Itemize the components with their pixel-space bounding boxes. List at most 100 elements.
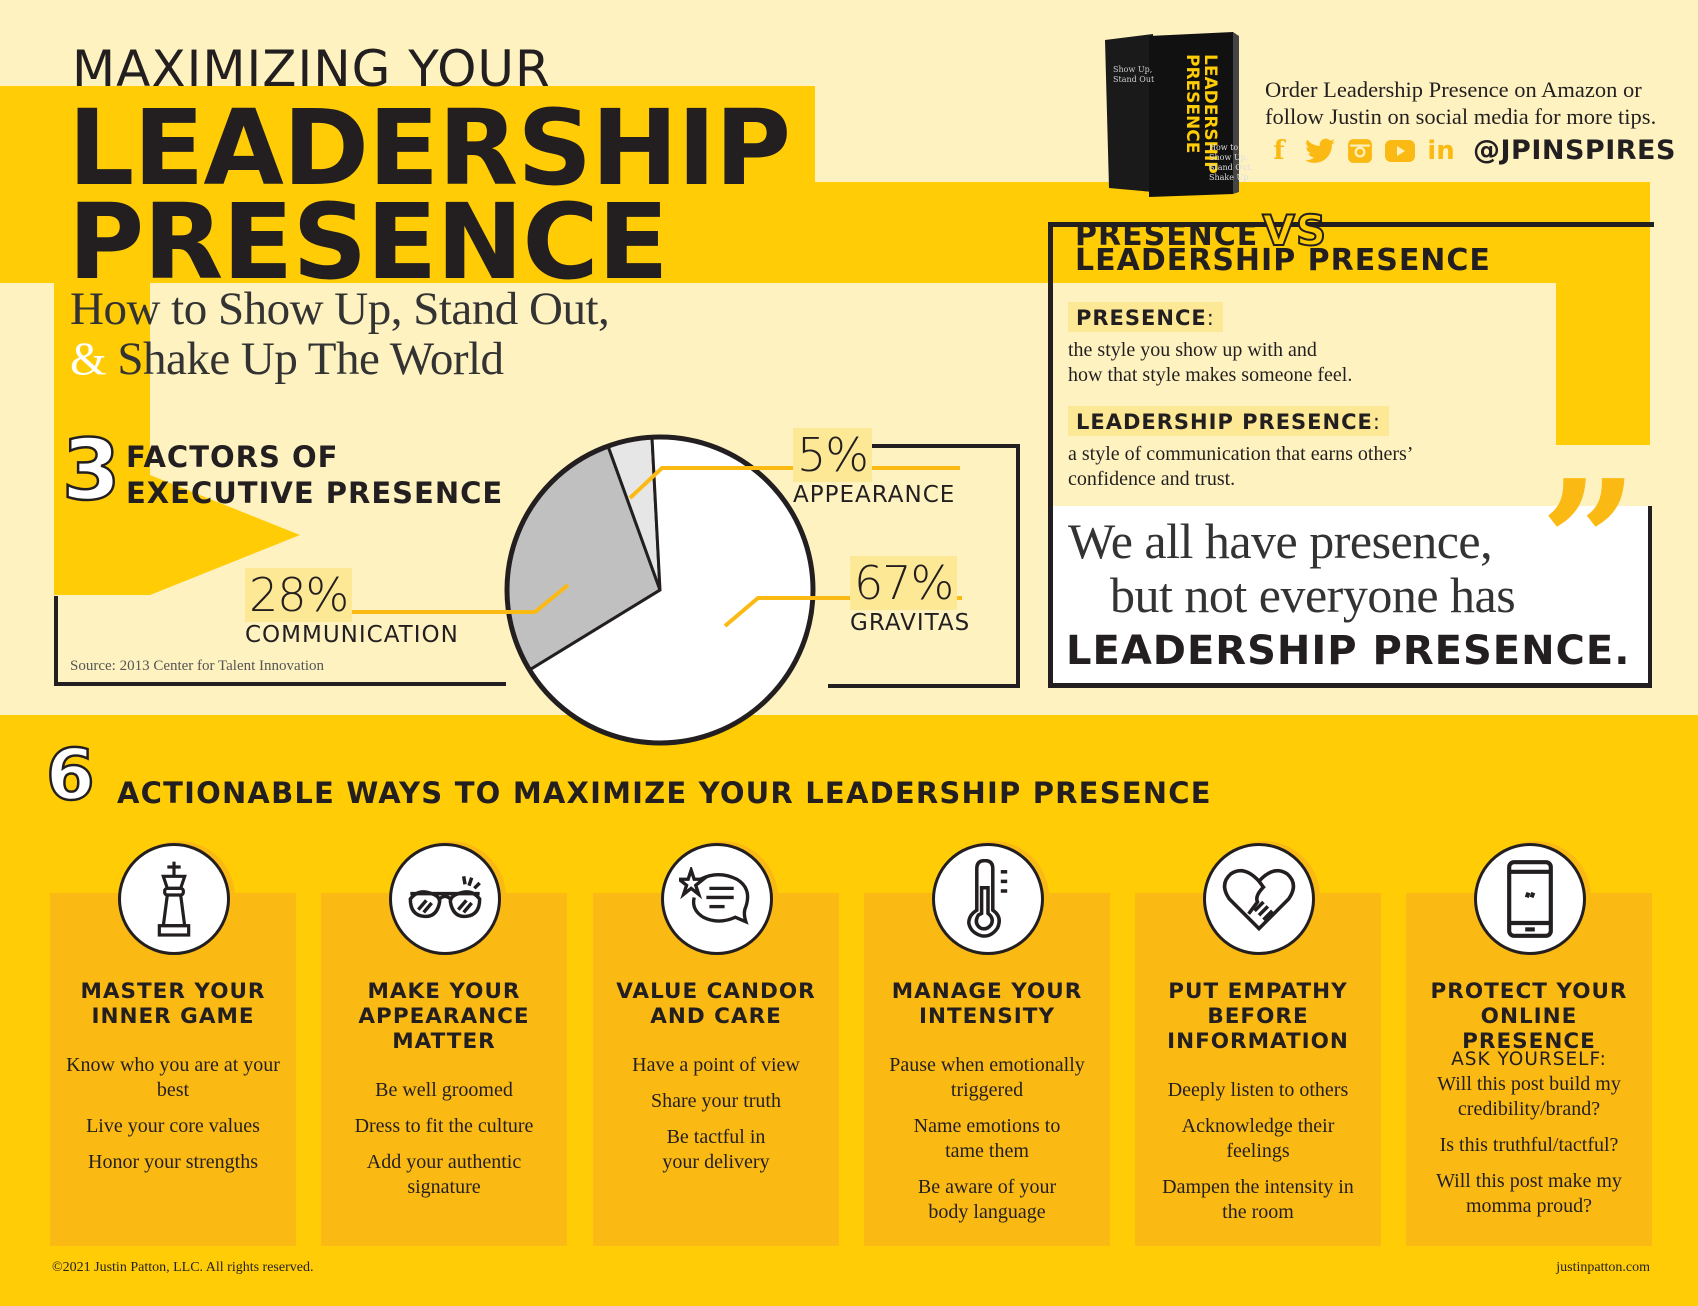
pct-communication: 28% [245,568,459,622]
svg-text:PRESENCE: PRESENCE [1182,54,1202,153]
card-items: Have a point of view Share your truth Be… [632,1054,800,1173]
svg-text:Show Up,: Show Up, [1113,65,1152,74]
category-gravitas: GRAVITAS [850,610,971,636]
promo-line1: Order Leadership Presence on Amazon or [1265,77,1642,102]
thermometer-icon [967,859,1008,938]
icon-circle [1474,843,1586,955]
icon-circle [118,843,230,955]
card-title: MANAGE YOUR INTENSITY [891,979,1083,1029]
icon-circle [389,843,501,955]
pct-gravitas: 67% [850,556,970,610]
youtube-icon[interactable] [1385,139,1415,163]
card-items: ASK YOURSELF: Will this post build my cr… [1406,1048,1652,1219]
subtitle: How to Show Up, Stand Out, & Shake Up Th… [70,283,610,384]
promo-line2: follow Justin on social media for more t… [1265,104,1657,129]
title-presence-word: PRESENCE [1075,218,1259,253]
label-gravitas: 67% GRAVITAS [850,556,970,636]
source-note: Source: 2013 Center for Talent Innovatio… [70,658,325,674]
card-title: PROTECT YOUR ONLINE PRESENCE [1430,979,1628,1054]
definition-presence: PRESENCE: the style you show up with and… [1068,302,1353,388]
definition-text: a style of communication that earns othe… [1068,443,1414,490]
factors-number: 3 [61,421,122,519]
chat-star-icon [679,867,750,925]
card-title: PUT EMPATHY BEFORE INFORMATION [1167,979,1349,1054]
instagram-icon[interactable] [1347,138,1373,164]
way-card-empathy: PUT EMPATHY BEFORE INFORMATION Deeply li… [1135,843,1381,1246]
title-leadership: LEADERSHIP [68,87,791,209]
card-items: Deeply listen to others Acknowledge thei… [1162,1079,1354,1223]
book-cover-image: LEADERSHIP PRESENCE How to Show Up, Stan… [1105,32,1253,197]
way-card-appearance: MAKE YOUR APPEARANCE MATTER Be well groo… [321,843,567,1246]
icon-circle [932,843,1044,955]
top-horizontal-band [54,182,1650,283]
heart-hand-icon [1222,868,1296,932]
card-items: Be well groomed Dress to fit the culture… [354,1079,534,1198]
quote-line3: LEADERSHIP PRESENCE. [1066,628,1631,674]
smartphone-icon [1507,860,1553,938]
card-items: Know who you are at your best Live your … [66,1054,280,1173]
svg-text:Show Up,: Show Up, [1209,153,1248,162]
promo-text: Order Leadership Presence on Amazon or f… [1265,76,1656,130]
icon-circle [661,843,773,955]
right-vertical-bar [1555,283,1650,445]
twitter-icon[interactable] [1305,138,1335,164]
left-vertical-bar [54,283,150,595]
definition-term: PRESENCE: [1068,302,1223,332]
title-presence: PRESENCE [68,181,669,303]
quote-line2: but not everyone has [1110,567,1516,623]
factors-frame-right [828,444,1020,688]
facebook-icon[interactable]: f [1273,135,1285,166]
icon-circle [1203,843,1315,955]
svg-text:Stand Out,: Stand Out, [1209,163,1253,172]
ask-yourself-label: ASK YOURSELF: [1451,1049,1607,1070]
social-handle[interactable]: @JPINSPIRES [1473,135,1676,166]
card-title: VALUE CANDOR AND CARE [616,979,816,1029]
right-arrow-shape [150,475,300,595]
ways-title: ACTIONABLE WAYS TO MAXIMIZE YOUR LEADERS… [117,776,1212,810]
label-appearance: 5% APPEARANCE [793,428,955,508]
category-communication: COMMUNICATION [245,622,459,648]
category-appearance: APPEARANCE [793,482,956,508]
pie-chart [504,434,816,746]
definition-leadership-presence: LEADERSHIP PRESENCE: a style of communic… [1068,406,1414,492]
way-card-inner-game: MASTER YOUR INNER GAME Know who you are … [50,843,296,1246]
comparison-frame [1048,222,1654,688]
svg-text:Shake Up: Shake Up [1209,173,1248,182]
label-communication: 28% COMMUNICATION [245,568,459,648]
chess-king-icon [157,861,191,937]
way-card-intensity: MANAGE YOUR INTENSITY Pause when emotion… [864,843,1110,1246]
website-link[interactable]: justinpatton.com [1556,1260,1650,1275]
subtitle-line1: How to Show Up, Stand Out, [70,283,610,335]
definition-term: LEADERSHIP PRESENCE: [1068,406,1389,436]
factors-frame-left [54,596,506,686]
quote-line1: We all have presence, [1068,513,1493,569]
quote-box [1048,506,1652,688]
subtitle-line2-text: Shake Up The World [106,333,504,385]
comparison-title-line1: PRESENCEVS [1075,205,1328,256]
svg-text:LEADERSHIP: LEADERSHIP [1200,54,1220,174]
subtitle-line2: & Shake Up The World [70,334,609,384]
vs-badge: VS [1261,205,1328,256]
comparison-title-line2: LEADERSHIP PRESENCE [1075,243,1491,278]
quote-mark-icon: ” [1540,443,1638,643]
svg-text:Stand Out: Stand Out [1113,75,1155,84]
definition-text: the style you show up with and how that … [1068,339,1353,386]
social-links: f in @JPINSPIRES [1265,135,1676,166]
factors-title-line1: FACTORS OF [126,440,339,474]
ways-title-bold: LEADERSHIP PRESENCE [805,776,1212,810]
card-title: MASTER YOUR INNER GAME [80,979,266,1029]
copyright: ©2021 Justin Patton, LLC. All rights res… [52,1260,314,1275]
svg-text:How to: How to [1209,143,1238,152]
pct-appearance: 5% [793,428,955,482]
way-card-online: PROTECT YOUR ONLINE PRESENCE ASK YOURSEL… [1406,843,1652,1246]
ways-title-regular: ACTIONABLE WAYS TO MAXIMIZE YOUR [117,776,806,810]
card-items: Pause when emotionally triggered Name em… [889,1054,1085,1223]
ways-number: 6 [45,734,96,816]
title-kicker: MAXIMIZING YOUR [72,40,551,98]
linkedin-icon[interactable]: in [1427,135,1455,166]
factors-title-line2: EXECUTIVE PRESENCE [126,476,504,510]
way-card-candor: VALUE CANDOR AND CARE Have a point of vi… [593,843,839,1246]
card-title: MAKE YOUR APPEARANCE MATTER [358,979,530,1054]
sunglasses-icon [408,876,482,919]
subtitle-ampersand: & [70,333,107,385]
